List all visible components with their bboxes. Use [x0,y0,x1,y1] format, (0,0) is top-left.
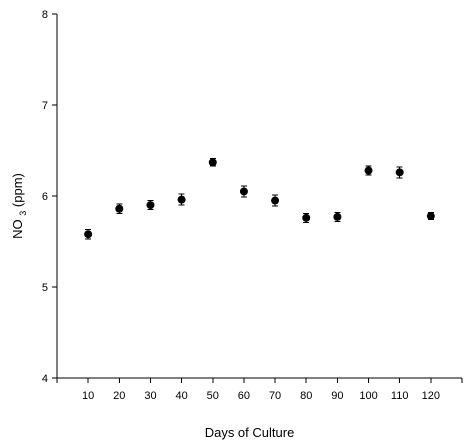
y-tick-label: 4 [42,373,48,385]
x-tick-label: 120 [422,390,440,402]
data-points [84,158,435,240]
data-point-group [239,185,248,198]
data-point-group [302,212,311,223]
data-point [395,168,404,177]
data-point-group [146,200,155,211]
data-point [302,213,311,222]
data-point [208,158,217,167]
data-point-group [115,203,124,214]
x-tick-label: 90 [331,390,343,402]
data-point [146,201,155,210]
y-axis-title-subscript: 3 [18,211,28,216]
data-point-group [364,165,373,176]
x-ticks: 10 20 30 40 50 60 70 80 90 100 110 120 [56,378,463,402]
x-tick-label: 70 [269,390,281,402]
data-point [177,195,186,204]
y-ticks: 4 5 6 7 8 [42,9,57,385]
x-tick-label: 20 [113,390,125,402]
x-tick-label: 40 [175,390,187,402]
data-point-group [208,158,217,167]
data-point [84,230,93,239]
y-axis-title-unit: (ppm) [10,173,25,207]
data-point [271,196,280,205]
data-point [333,212,342,221]
data-point [426,212,435,221]
y-tick-label: 8 [42,9,48,21]
x-tick-label: 10 [82,390,94,402]
y-axis-title: NO 3 (ppm) [10,173,29,239]
y-axis-title-main: NO [10,219,25,239]
data-point-group [395,166,404,179]
data-point-group [84,229,93,240]
y-tick-label: 5 [42,282,48,294]
x-axis-title: Days of Culture [205,425,295,440]
y-tick-label: 7 [42,100,48,112]
x-tick-label: 30 [144,390,156,402]
x-tick-label: 100 [359,390,377,402]
x-tick-label: 80 [300,390,312,402]
data-point-group [426,211,435,221]
data-point [239,187,248,196]
x-tick-label: 60 [238,390,250,402]
data-point [364,166,373,175]
data-point-group [333,211,342,222]
x-tick-label: 110 [391,390,409,402]
y-tick-label: 6 [42,191,48,203]
x-tick-label: 50 [207,390,219,402]
axes [56,14,462,379]
data-point-group [271,194,280,207]
data-point-group [177,193,186,206]
data-point [115,204,124,213]
